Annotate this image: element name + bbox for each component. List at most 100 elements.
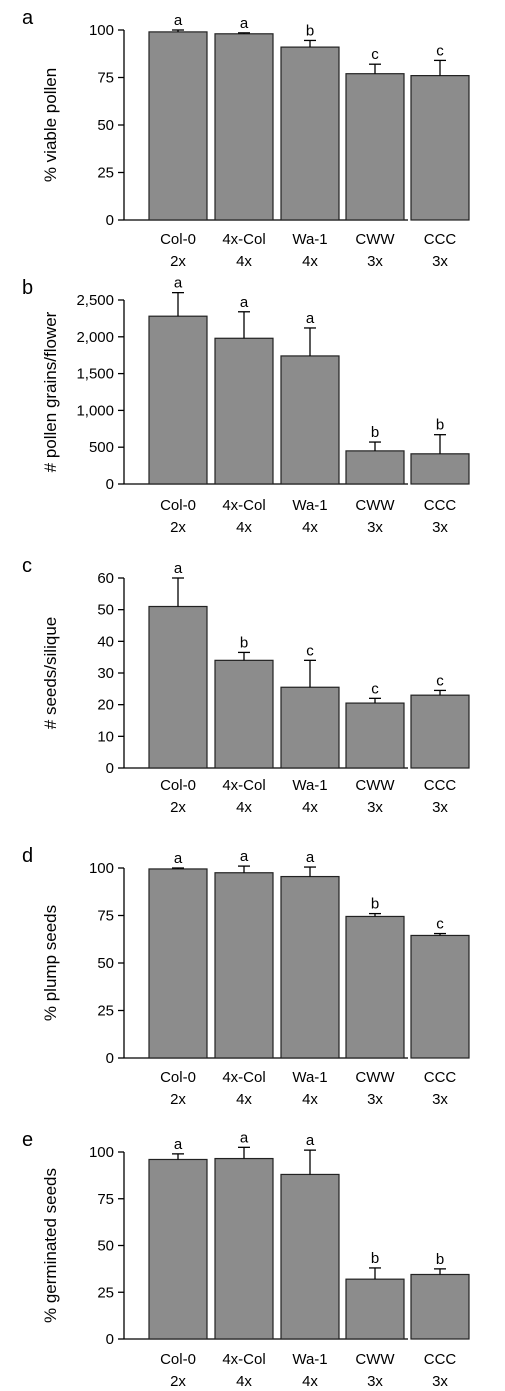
bar: [280, 1173, 340, 1340]
significance-label: c: [436, 42, 444, 59]
significance-label: b: [306, 22, 314, 39]
y-tick-label: 40: [97, 633, 114, 650]
bar: [148, 1158, 208, 1340]
significance-label: a: [174, 275, 183, 292]
y-tick-label: 100: [89, 22, 114, 39]
significance-label: c: [371, 680, 379, 697]
panel-c: c # seeds/silique 0 10 20 30 40 50 60 a Col-0 2x b 4x…: [22, 555, 470, 816]
y-axis-label: # seeds/silique: [41, 617, 60, 729]
x-tick-label-ploidy: 3x: [432, 1373, 448, 1390]
y-tick-label: 25: [97, 165, 114, 182]
significance-label: a: [240, 15, 249, 32]
bar: [280, 686, 340, 769]
x-tick-label: Col-0: [160, 1069, 196, 1086]
bar: [214, 659, 274, 769]
y-tick-label: 0: [106, 476, 114, 493]
x-tick-label-ploidy: 4x: [302, 1091, 318, 1108]
x-tick-label: CWW: [355, 777, 395, 794]
significance-label: a: [306, 849, 315, 866]
y-tick-label: 50: [97, 955, 114, 972]
panel-letter: c: [22, 555, 32, 577]
x-tick-label-ploidy: 3x: [432, 519, 448, 536]
x-tick-label: Col-0: [160, 231, 196, 248]
x-tick-label-ploidy: 4x: [236, 799, 252, 816]
y-axis-label: # pollen grains/flower: [41, 311, 60, 472]
significance-label: b: [371, 424, 379, 441]
x-tick-label-ploidy: 2x: [170, 1373, 186, 1390]
x-tick-label: CWW: [355, 231, 395, 248]
panel-letter: b: [22, 277, 33, 299]
x-tick-label: Wa-1: [292, 231, 327, 248]
x-tick-label-ploidy: 2x: [170, 799, 186, 816]
y-tick-label: 30: [97, 665, 114, 682]
panel-d: d % plump seeds 0 25 50 75 100 a Col-0 2x a 4x-Col 4…: [22, 845, 470, 1108]
bar: [148, 31, 208, 221]
y-tick-label: 10: [97, 728, 114, 745]
panel-e: e % germinated seeds 0 25 50 75 100 a Col-0 2x a 4x…: [22, 1129, 470, 1390]
y-tick-label: 60: [97, 570, 114, 587]
y-tick-label: 500: [89, 439, 114, 456]
x-tick-label: 4x-Col: [222, 777, 265, 794]
bar: [214, 1157, 274, 1340]
x-tick-label-ploidy: 4x: [236, 1373, 252, 1390]
bar: [280, 355, 340, 485]
y-axis-label: % germinated seeds: [41, 1168, 60, 1323]
significance-label: a: [306, 1132, 315, 1149]
significance-label: c: [436, 916, 444, 933]
x-tick-label-ploidy: 3x: [367, 253, 383, 270]
bar: [214, 337, 274, 485]
bar: [148, 605, 208, 769]
x-tick-label: CCC: [424, 497, 457, 514]
significance-label: b: [371, 1250, 379, 1267]
x-tick-label-ploidy: 3x: [432, 253, 448, 270]
x-tick-label: CWW: [355, 497, 395, 514]
x-tick-label-ploidy: 3x: [367, 1091, 383, 1108]
x-tick-label-ploidy: 4x: [302, 253, 318, 270]
x-tick-label: 4x-Col: [222, 231, 265, 248]
y-tick-label: 25: [97, 1003, 114, 1020]
significance-label: c: [306, 642, 314, 659]
y-tick-label: 20: [97, 697, 114, 714]
significance-label: a: [174, 12, 183, 29]
y-axis-label: % viable pollen: [41, 68, 60, 182]
significance-label: a: [174, 850, 183, 867]
y-tick-label: 0: [106, 760, 114, 777]
x-tick-label-ploidy: 3x: [367, 799, 383, 816]
x-tick-label-ploidy: 4x: [302, 519, 318, 536]
y-tick-label: 100: [89, 860, 114, 877]
significance-label: c: [371, 46, 379, 63]
x-tick-label-ploidy: 3x: [367, 1373, 383, 1390]
bar: [280, 875, 340, 1059]
significance-label: b: [240, 634, 248, 651]
x-tick-label: 4x-Col: [222, 1069, 265, 1086]
x-tick-label: CCC: [424, 231, 457, 248]
significance-label: a: [306, 310, 315, 327]
significance-label: b: [371, 896, 379, 913]
x-tick-label: CCC: [424, 1069, 457, 1086]
y-tick-label: 75: [97, 1191, 114, 1208]
bar: [345, 450, 405, 485]
y-tick-label: 2,500: [76, 292, 114, 309]
x-tick-label: 4x-Col: [222, 1351, 265, 1368]
x-tick-label: Wa-1: [292, 777, 327, 794]
y-tick-label: 50: [97, 602, 114, 619]
x-tick-label: Wa-1: [292, 1069, 327, 1086]
y-tick-label: 0: [106, 1331, 114, 1348]
y-axis-label: % plump seeds: [41, 905, 60, 1021]
x-tick-label: CCC: [424, 1351, 457, 1368]
significance-label: b: [436, 1251, 444, 1268]
x-tick-label: Wa-1: [292, 1351, 327, 1368]
x-tick-label-ploidy: 3x: [432, 799, 448, 816]
bar: [148, 868, 208, 1059]
x-tick-label-ploidy: 3x: [367, 519, 383, 536]
bar: [345, 702, 405, 769]
x-tick-label-ploidy: 4x: [236, 519, 252, 536]
x-tick-label: 4x-Col: [222, 497, 265, 514]
y-tick-label: 0: [106, 212, 114, 229]
significance-label: c: [436, 672, 444, 689]
y-tick-label: 2,000: [76, 329, 114, 346]
panel-b: b # pollen grains/flower 0 500 1,000 1,500 2,0…: [22, 275, 470, 536]
panel-letter: e: [22, 1129, 33, 1151]
y-tick-label: 0: [106, 1050, 114, 1067]
